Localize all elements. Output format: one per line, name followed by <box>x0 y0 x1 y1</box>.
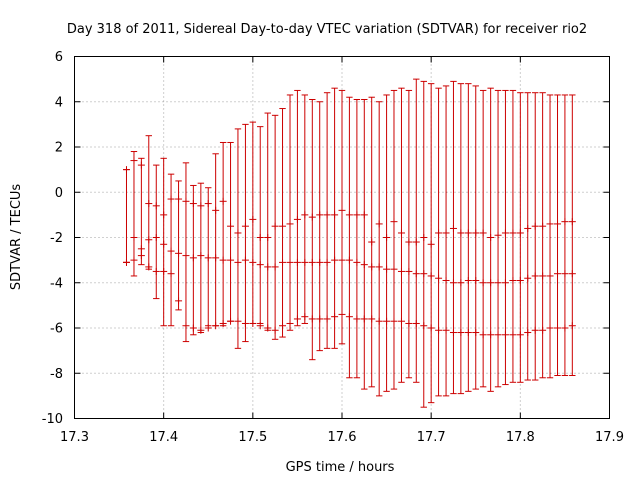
y-tick-label: -10 <box>42 412 63 427</box>
x-tick-label: 17.3 <box>60 430 89 445</box>
y-tick-label: -4 <box>50 276 63 291</box>
x-tick-label: 17.5 <box>238 430 267 445</box>
y-tick-label: -2 <box>50 231 63 246</box>
plot-area <box>122 78 576 408</box>
x-tick-label: 17.7 <box>417 430 446 445</box>
y-tick-label: 2 <box>55 141 63 156</box>
y-tick-label: 0 <box>55 186 63 201</box>
y-axis-label: SDTVAR / TECUs <box>9 184 24 291</box>
y-tick-label: -8 <box>50 367 63 382</box>
x-tick-label: 17.6 <box>328 430 357 445</box>
y-tick-label: 4 <box>55 95 63 110</box>
x-tick-label: 17.9 <box>595 430 624 445</box>
x-axis-label: GPS time / hours <box>286 460 395 475</box>
chart-title: Day 318 of 2011, Sidereal Day-to-day VTE… <box>67 22 587 37</box>
x-tick-label: 17.8 <box>506 430 535 445</box>
axis-ticks: 17.3 17.4 17.5 17.6 17.7 17.8 17.9 -10 -8 -6 -4 -2 0… <box>42 50 624 445</box>
y-tick-label: -6 <box>50 322 63 337</box>
y-tick-label: 6 <box>55 50 63 65</box>
x-tick-label: 17.4 <box>149 430 178 445</box>
